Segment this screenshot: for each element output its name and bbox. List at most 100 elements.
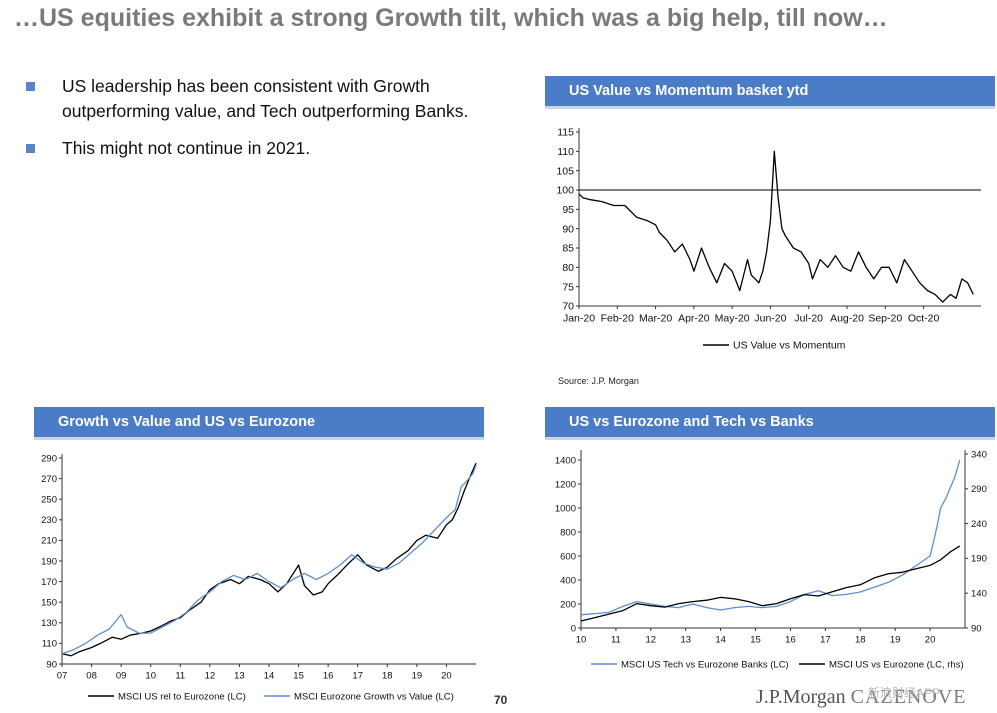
y-tick-label: 1000: [555, 503, 576, 514]
y-tick-label: 170: [41, 577, 57, 588]
x-tick-label: 17: [820, 635, 831, 646]
x-tick-label: 20: [925, 635, 936, 646]
chart-svg: 70 75 80 85 90 95 100 105 110 115 Jan-20 Feb-20 Mar-…: [556, 127, 981, 352]
panel-tech-banks-header: US vs Eurozone and Tech vs Banks: [545, 407, 995, 440]
x-tick-label: Oct-20: [908, 313, 940, 325]
x-tick-label: Jan-20: [563, 313, 595, 325]
y-tick-label: 110: [557, 146, 574, 158]
y-tick-label: 1200: [555, 479, 576, 490]
legend-label: MSCI US Tech vs Eurozone Banks (LC): [621, 659, 789, 670]
x-tick-label: 14: [715, 635, 726, 646]
chart-svg: 0 200 400 600 800 1000 1200 1400 90 140 190 240 290 3…: [555, 449, 987, 670]
x-tick-label: 08: [86, 671, 97, 682]
page-number: 70: [494, 693, 508, 707]
y-tick-label: 70: [562, 301, 574, 313]
x-tick-label: Jun-20: [754, 313, 786, 325]
x-tick-label: Apr-20: [678, 313, 710, 325]
y-tick-label: 130: [41, 618, 57, 629]
bullet-item: This might not continue in 2021.: [26, 136, 526, 161]
y-right-tick-label: 240: [971, 519, 987, 530]
x-tick-label: 15: [293, 671, 304, 682]
x-tick-label: 17: [352, 671, 363, 682]
y-tick-label: 75: [562, 281, 574, 293]
x-tick-label: 15: [750, 635, 761, 646]
x-tick-label: 12: [646, 635, 657, 646]
x-tick-label: 12: [205, 671, 216, 682]
y-right-tick-label: 340: [971, 449, 987, 460]
y-tick-label: 105: [556, 165, 574, 177]
logo-cazenove: CAZENOVE: [850, 686, 967, 708]
y-tick-label: 100: [556, 185, 574, 197]
y-tick-label: 230: [41, 515, 57, 526]
y-tick-label: 95: [562, 204, 574, 216]
bullet-square-icon: [26, 144, 35, 153]
y-tick-label: 190: [41, 556, 57, 567]
chart-svg: 90 110 130 150 170 190 210 230 250 270 290 07 08 09 10…: [41, 453, 477, 702]
y-tick-label: 800: [560, 527, 576, 538]
series-line-1: [578, 150, 974, 303]
x-tick-label: 18: [855, 635, 866, 646]
series-line-2: [61, 464, 477, 655]
y-tick-label: 270: [41, 474, 57, 485]
x-tick-label: Mar-20: [639, 313, 672, 325]
y-right-tick-label: 90: [971, 623, 982, 634]
series-line-1: [580, 459, 961, 616]
x-tick-label: Feb-20: [601, 313, 634, 325]
legend-label: MSCI US rel to Eurozone (LC): [118, 691, 246, 702]
x-tick-label: 11: [175, 671, 185, 682]
y-tick-label: 400: [560, 575, 576, 586]
y-tick-label: 115: [557, 127, 574, 139]
bullet-square-icon: [26, 82, 35, 91]
legend-label: MSCI US vs Eurozone (LC, rhs): [829, 659, 964, 670]
y-tick-label: 90: [562, 223, 574, 235]
slide-title: …US equities exhibit a strong Growth til…: [14, 4, 888, 32]
y-right-tick-label: 140: [971, 589, 987, 600]
panel-growth-value-header: Growth vs Value and US vs Eurozone: [34, 407, 484, 440]
x-tick-label: 20: [441, 671, 452, 682]
x-tick-label: 13: [234, 671, 245, 682]
y-tick-label: 80: [562, 262, 574, 274]
x-tick-label: May-20: [715, 313, 750, 325]
x-tick-label: Aug-20: [830, 313, 864, 325]
y-tick-label: 110: [42, 639, 57, 650]
x-tick-label: 16: [785, 635, 796, 646]
bullet-text: This might not continue in 2021.: [62, 138, 311, 158]
y-tick-label: 290: [41, 453, 57, 464]
logo-jpmorgan: J.P.Morgan: [756, 686, 846, 708]
series-line-1: [61, 462, 477, 657]
x-tick-label: 10: [576, 635, 587, 646]
bullet-list: US leadership has been consistent with G…: [26, 74, 526, 173]
y-tick-label: 0: [571, 623, 576, 634]
x-tick-label: 14: [264, 671, 275, 682]
x-tick-label: 18: [382, 671, 393, 682]
x-tick-label: 07: [57, 671, 68, 682]
y-tick-label: 1400: [555, 455, 576, 466]
y-tick-label: 200: [560, 599, 576, 610]
legend-label: US Value vs Momentum: [733, 340, 846, 352]
y-tick-label: 85: [562, 243, 574, 255]
y-tick-label: 90: [46, 659, 57, 670]
watermark: 新浪财经APP: [868, 686, 941, 700]
source-note: Source: J.P. Morgan: [558, 376, 639, 386]
x-tick-label: Sep-20: [868, 313, 902, 325]
y-tick-label: 600: [560, 551, 576, 562]
x-tick-label: 19: [890, 635, 901, 646]
x-tick-label: 09: [116, 671, 127, 682]
x-tick-label: 11: [611, 635, 621, 646]
x-tick-label: 10: [145, 671, 156, 682]
y-tick-label: 250: [41, 495, 57, 506]
jpmorgan-logo: J.P.Morgan CAZENOVE: [756, 686, 966, 709]
x-tick-label: 13: [680, 635, 691, 646]
y-tick-label: 210: [41, 536, 57, 547]
y-right-tick-label: 290: [971, 484, 987, 495]
series-line-2: [580, 545, 961, 622]
value-momentum-chart: 70 75 80 85 90 95 100 105 110 115 Jan-20 Feb-20 Mar-…: [545, 118, 985, 363]
y-right-tick-label: 190: [971, 554, 987, 565]
bullet-text: US leadership has been consistent with G…: [62, 76, 469, 121]
x-tick-label: Jul-20: [794, 313, 823, 325]
tech-banks-chart: 0 200 400 600 800 1000 1200 1400 90 140 190 240 290 3…: [545, 440, 995, 680]
x-tick-label: 19: [412, 671, 423, 682]
y-tick-label: 150: [41, 598, 57, 609]
growth-value-chart: 90 110 130 150 170 190 210 230 250 270 290 07 08 09 10…: [34, 448, 484, 710]
bullet-item: US leadership has been consistent with G…: [26, 74, 526, 124]
